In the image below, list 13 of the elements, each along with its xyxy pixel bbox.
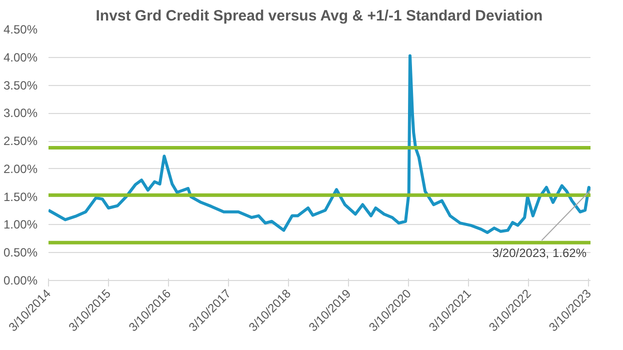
y-tick-label: 1.50% bbox=[3, 190, 38, 204]
annotation: 3/20/2023, 1.62% bbox=[492, 246, 587, 260]
y-tick-label: 3.50% bbox=[3, 78, 38, 92]
y-tick-label: 3.00% bbox=[3, 106, 38, 120]
line-series bbox=[48, 54, 590, 234]
y-tick-label: 0.50% bbox=[3, 246, 38, 260]
y-tick-label: 2.50% bbox=[3, 134, 38, 148]
chart-title: Invst Grd Credit Spread versus Avg & +1/-1 Standard Deviation bbox=[96, 8, 543, 24]
y-tick-label: 4.00% bbox=[3, 50, 38, 64]
y-tick-label: 2.00% bbox=[3, 162, 38, 176]
y-tick-label: 0.00% bbox=[3, 274, 38, 288]
y-tick-label: 4.50% bbox=[3, 22, 38, 36]
y-tick-label: 1.00% bbox=[3, 218, 38, 232]
